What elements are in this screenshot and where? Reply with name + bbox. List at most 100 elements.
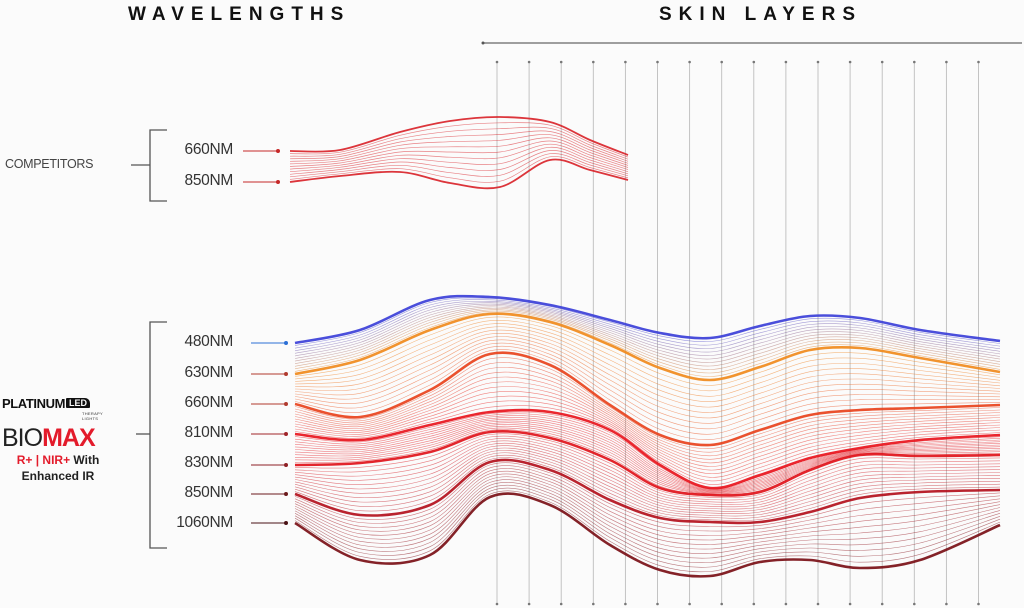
competitor-wave [289, 137, 629, 166]
competitor-wave [289, 126, 629, 160]
biomax-wave-strand [294, 447, 1001, 512]
biomax-wave-strand [294, 336, 1001, 419]
biomax-wave-1060nm [294, 492, 1001, 578]
biomax-wave-strand [294, 420, 1001, 492]
led-badge: LED [66, 398, 90, 408]
skin-layer-top-dot [656, 60, 659, 64]
product-prefix: BIO [2, 424, 43, 452]
biomax-wave-strand [294, 381, 1001, 467]
biomax-wave-strand [294, 445, 1001, 510]
tagline-line2: Enhanced IR [21, 469, 95, 483]
skin-layer-bottom-dot [816, 602, 820, 606]
competitor-wave [289, 140, 629, 168]
competitor-wavelength-660: 660NM [184, 141, 234, 158]
biomax-wave-strand [294, 371, 1001, 460]
biomax-wave-strand [294, 415, 1001, 491]
biomax-wave-strand [294, 307, 1001, 367]
biomax-dot [284, 492, 288, 496]
led-subtitle: THERAPY LIGHTS [82, 411, 103, 421]
biomax-wave-strand [294, 349, 1001, 440]
biomax-wave-strand [294, 376, 1001, 464]
biomax-dot [284, 402, 288, 406]
biomax-wave-strand [294, 320, 1001, 392]
biomax-wave-strand [294, 342, 1001, 430]
skin-layer-bottom-dot [495, 602, 499, 606]
skin-layer-top-dot [688, 60, 691, 64]
biomax-wave-strand [294, 438, 1001, 503]
tagline-black: With [70, 453, 100, 467]
biomax-wave-strand [294, 366, 1001, 457]
biomax-wave-strand [294, 339, 1001, 424]
biomax-dot [284, 463, 288, 467]
skin-layer-top-dot [624, 60, 627, 64]
competitor-dot [276, 180, 280, 184]
skin-layer-bottom-dot [688, 602, 691, 606]
tagline-line1: R+ | NIR+ With [2, 453, 114, 467]
competitor-wave [289, 158, 629, 190]
skin-layers-heading: SKIN LAYERS [659, 4, 862, 25]
brackets [131, 129, 167, 549]
biomax-wave-strand [294, 417, 1001, 491]
skin-layer-bottom-dot [527, 602, 531, 606]
platinum-led-logo: PLATINUM LED THERAPY LIGHTS [2, 396, 120, 421]
biomax-wave-strand [294, 326, 1001, 403]
biomax-dot [284, 372, 288, 376]
competitor-wave [289, 150, 629, 175]
skin-layer-bottom-dot [945, 602, 948, 606]
competitor-wave [289, 134, 629, 164]
biomax-wave-strand [294, 405, 1001, 485]
competitor-wave [289, 130, 629, 162]
biomax-wave-strand [294, 299, 1001, 349]
biomax-wave-strand [294, 424, 1001, 494]
biomax-wave-strand [294, 422, 1001, 493]
skin-layer-top-dot [816, 60, 820, 64]
skin-layer-bottom-dot [784, 602, 788, 606]
biomax-wave-strand [294, 490, 1001, 573]
skin-layer-top-dot [752, 60, 756, 64]
biomax-wave-bundle [294, 294, 1001, 578]
biomax-wave-strand [294, 297, 1001, 346]
biomax-wavelength-660: 660NM [184, 394, 234, 411]
biomax-wave-830nm [294, 430, 1001, 497]
biomax-wave-strand [294, 309, 1001, 370]
biomax-wave-strand [294, 442, 1001, 508]
axis-end-dot [481, 41, 485, 45]
competitor-wavelength-850: 850NM [184, 172, 234, 189]
skin-layer-top-dot [559, 60, 563, 64]
biomax-wave-strand [294, 312, 1001, 377]
biomax-wave-strand [294, 450, 1001, 514]
biomax-wave-strand [294, 345, 1001, 435]
biomax-wave-strand [294, 482, 1001, 559]
biomax-wave-strand [294, 457, 1001, 521]
competitor-wave [289, 146, 629, 173]
biomax-wave-strand [294, 433, 1001, 499]
competitor-wave [289, 122, 629, 158]
skin-layer-top-dot [880, 60, 884, 64]
biomax-wave-strand [294, 395, 1001, 478]
biomax-bracket [149, 321, 167, 549]
biomax-wave-strand [294, 479, 1001, 554]
skin-layer-bottom-dot [752, 602, 756, 606]
biomax-wave-850nm [294, 458, 1001, 525]
skin-layer-top-dot [495, 60, 499, 64]
biomax-wave-strand [294, 470, 1001, 541]
biomax-wave-strand [294, 303, 1001, 357]
biomax-wave-strand [294, 333, 1001, 413]
product-suffix: MAX [42, 424, 96, 452]
biomax-wavelength-480: 480NM [184, 333, 234, 350]
skin-layer-lines [481, 41, 1022, 606]
biomax-wave-660nm [294, 351, 1001, 447]
biomax-wave-strand [294, 440, 1001, 505]
skin-layer-bottom-dot [656, 602, 659, 606]
biomax-wave-strand [294, 484, 1001, 563]
biomax-wave-strand [294, 310, 1001, 374]
biomax-wave-strand [294, 425, 1001, 494]
skin-layer-top-dot [527, 60, 531, 64]
skin-layer-top-dot [592, 60, 595, 64]
biomax-wave-strand [294, 435, 1001, 501]
biomax-wave-strand [294, 487, 1001, 568]
biomax-wave-strand [294, 400, 1001, 482]
skin-layer-top-dot [913, 60, 916, 64]
biomax-wave-strand [294, 386, 1001, 471]
